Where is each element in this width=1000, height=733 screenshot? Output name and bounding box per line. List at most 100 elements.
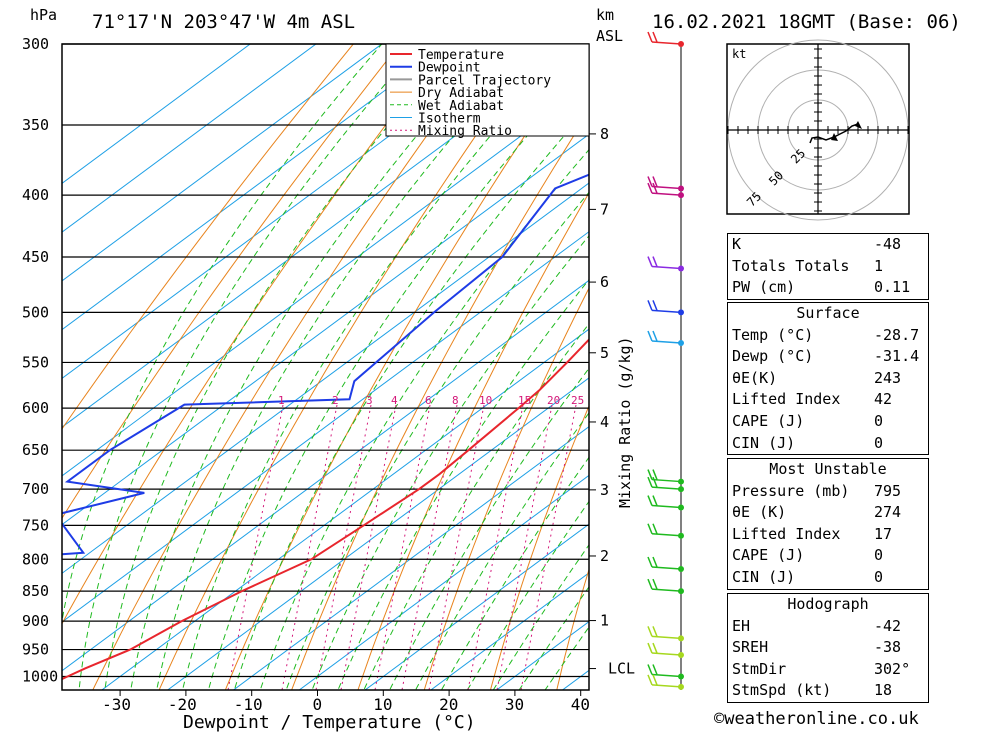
- wind-barb: [651, 635, 682, 640]
- totals-value: 1: [874, 256, 884, 275]
- pressure-tick-label: 700: [22, 480, 49, 498]
- sreh-label: SREH: [732, 638, 769, 657]
- mixing-ratio-axis-label: Mixing Ratio (g/kg): [616, 336, 634, 508]
- wind-barb: [651, 192, 682, 196]
- mixing-ratio-line: [428, 404, 485, 690]
- pressure-tick-label: 300: [22, 35, 49, 53]
- isotherm-line: [62, 44, 449, 331]
- pressure-tick-label: 850: [22, 582, 49, 600]
- wind-barb: [651, 478, 682, 483]
- mixing-ratio-label: 15: [518, 394, 531, 407]
- sreh-value: -38: [874, 638, 902, 657]
- pressure-tick-label: 450: [22, 248, 49, 266]
- pw-value: 0.11: [874, 278, 911, 297]
- wind-barb: [651, 566, 682, 570]
- dry-adiabat-line: [62, 44, 448, 625]
- wet-adiabat-line: [492, 543, 589, 690]
- wet-adiabat-line: [130, 44, 496, 690]
- mixing-ratio-label: 3: [366, 394, 373, 407]
- pressure-tick-label: 750: [22, 516, 49, 534]
- wind-barb: [651, 588, 682, 592]
- wind-barb-feather: [647, 642, 653, 654]
- wind-barb-feather: [647, 495, 653, 506]
- wind-barb-feather: [652, 495, 658, 506]
- indices-panel-general: K -48 Totals Totals 1 PW (cm) 0.11: [727, 233, 929, 300]
- km-tick-label: 3: [600, 481, 609, 499]
- x-tick-label: 40: [571, 695, 590, 714]
- wind-barb-feather: [647, 664, 653, 675]
- surface-cin-value: 0: [874, 433, 884, 452]
- dry-adiabat-line: [489, 404, 589, 690]
- pressure-tick-label: 400: [22, 186, 49, 204]
- wet-adiabat-line: [207, 64, 589, 690]
- mu-theta-label: θE (K): [732, 503, 787, 522]
- km-tick-label: 7: [600, 200, 609, 218]
- wind-barb-feather: [652, 256, 658, 267]
- wind-barb-feather: [652, 476, 658, 488]
- x-tick-label: -30: [102, 695, 131, 714]
- wet-adiabat-line: [466, 500, 589, 690]
- stmdir-value: 302°: [874, 659, 911, 678]
- surface-theta-label: θE(K): [732, 368, 778, 387]
- pressure-tick-label: 1000: [22, 668, 58, 686]
- x-tick-label: 20: [439, 695, 458, 714]
- wind-barb-feather: [647, 300, 653, 311]
- copyright-footer[interactable]: ©weatheronline.co.uk: [714, 709, 919, 729]
- wind-barb: [651, 486, 682, 490]
- pressure-tick-label: 950: [22, 641, 49, 659]
- legend-label: Wet Adiabat: [418, 99, 504, 114]
- hodograph: kt 25 50 75: [726, 39, 910, 221]
- wind-barb-feather: [652, 642, 658, 654]
- wind-barb: [651, 504, 682, 509]
- indices-panel-surface: Surface Temp (°C) -28.7 Dewp (°C) -31.4 θE…: [727, 302, 929, 456]
- x-tick-label: 10: [373, 695, 392, 714]
- pressure-tick-label: 550: [22, 353, 49, 371]
- isotherm-line: [62, 44, 252, 185]
- mu-cape-label: CAPE (J): [732, 546, 805, 565]
- wind-barb: [651, 673, 682, 678]
- wind-barb-feather: [652, 556, 658, 568]
- wind-barb: [651, 41, 682, 45]
- km-tick-label: 1: [600, 612, 609, 630]
- wind-barb-feather: [647, 626, 653, 637]
- isotherm-line: [62, 44, 383, 282]
- wet-adiabat-line: [311, 235, 589, 690]
- totals-label: Totals Totals: [732, 256, 850, 275]
- wet-adiabat-line: [182, 44, 572, 690]
- wind-barb-feather: [652, 330, 658, 342]
- km-tick-label: 2: [600, 547, 609, 565]
- km-label: km: [596, 6, 614, 24]
- wind-barb-feather: [647, 578, 653, 590]
- dry-adiabat-line: [423, 287, 589, 690]
- mu-cin-value: 0: [874, 567, 884, 586]
- wind-barb: [651, 265, 682, 270]
- stmspd-value: 18: [874, 681, 893, 700]
- mu-li-value: 17: [874, 524, 893, 543]
- wet-adiabat-line: [156, 44, 534, 690]
- isotherm-line: [62, 182, 589, 574]
- mixing-ratio-line: [496, 404, 553, 690]
- pw-label: PW (cm): [732, 278, 796, 297]
- storm-motion-marker: [831, 133, 838, 141]
- wet-adiabat-line: [518, 586, 589, 690]
- mixing-ratio-line: [467, 404, 524, 690]
- wind-barb: [651, 533, 682, 537]
- wind-barb-feather: [647, 476, 653, 488]
- km-tick-label: 8: [600, 125, 609, 143]
- isotherm-line: [62, 133, 589, 526]
- mixing-ratio-label: 8: [452, 394, 459, 407]
- legend-label: Dewpoint: [418, 61, 481, 76]
- wet-adiabat-line: [285, 191, 589, 690]
- stmdir-label: StmDir: [732, 659, 787, 678]
- mu-cape-value: 0: [874, 546, 884, 565]
- wind-barb: [651, 684, 682, 688]
- pressure-tick-label: 900: [22, 612, 49, 630]
- mixing-ratio-line: [374, 404, 431, 690]
- legend-label: Mixing Ratio: [418, 124, 512, 139]
- hodograph-header: Hodograph: [787, 595, 869, 613]
- dry-adiabat-line: [224, 44, 588, 690]
- legend-label: Isotherm: [418, 112, 481, 127]
- stmspd-label: StmSpd (kt): [732, 681, 832, 700]
- mixing-ratio-line: [340, 404, 397, 690]
